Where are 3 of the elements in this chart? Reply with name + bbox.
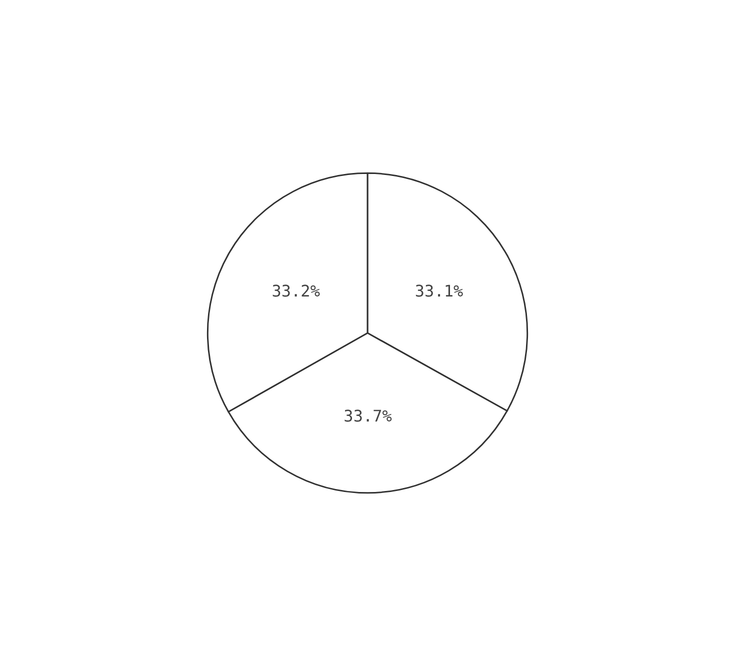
data-label: 33.1% xyxy=(414,282,464,301)
data-label: 33.2% xyxy=(272,282,320,301)
data-label: 33.7% xyxy=(344,406,392,426)
